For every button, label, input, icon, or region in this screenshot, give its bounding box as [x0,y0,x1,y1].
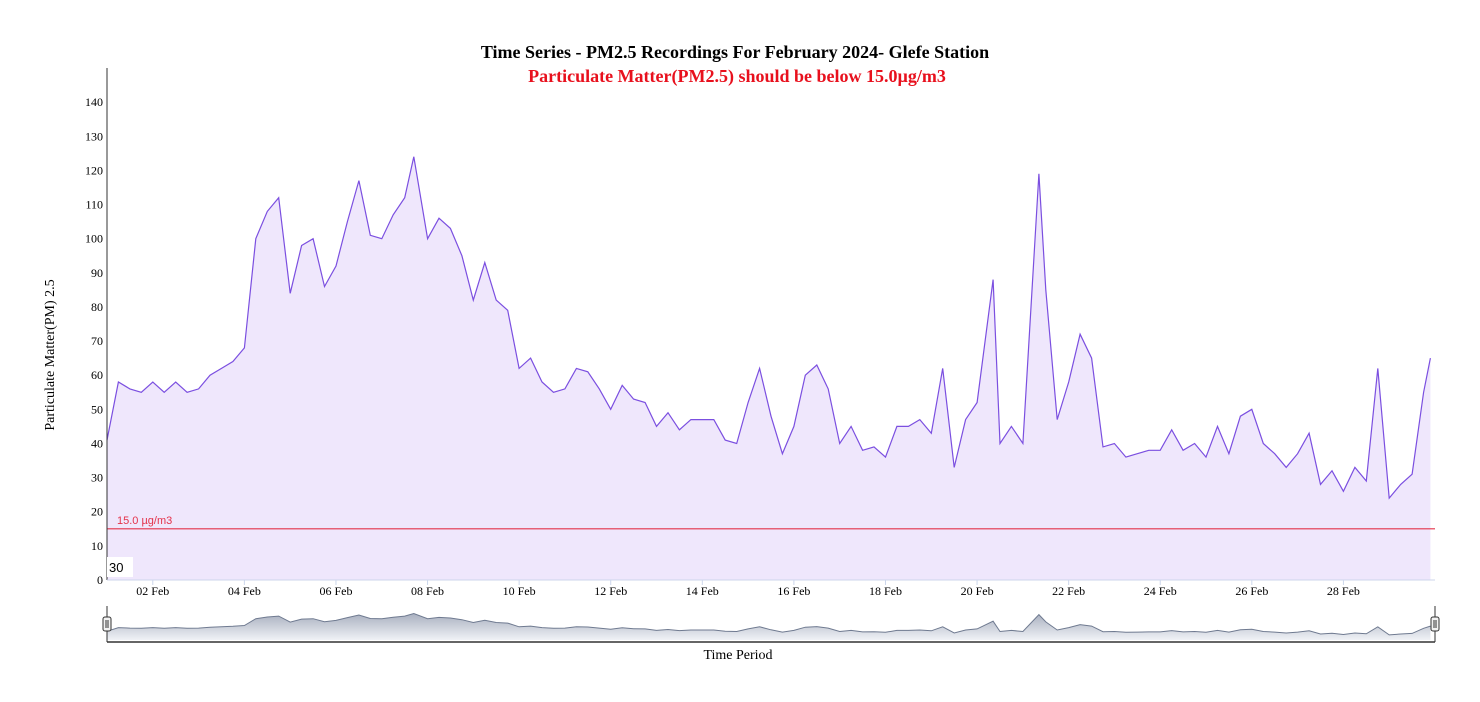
x-tick-label: 24 Feb [1144,584,1177,598]
y-tick-label: 60 [91,368,103,382]
y-tick-label: 20 [91,505,103,519]
y-tick-label: 80 [91,300,103,314]
x-tick-label: 02 Feb [136,584,169,598]
y-tick-label: 0 [97,573,103,587]
x-axis-label: Time Period [703,648,772,663]
navigator-line [106,612,1431,636]
x-tick-label: 10 Feb [503,584,536,598]
x-tick-label: 14 Feb [686,584,719,598]
x-tick-label: 26 Feb [1235,584,1268,598]
x-tick-label: 28 Feb [1327,584,1360,598]
y-tick-label: 120 [85,163,103,177]
y-tick-label: 70 [91,334,103,348]
range-badge-text: 30 [109,560,123,575]
navigator-handle[interactable] [1430,616,1440,632]
navigator-handle[interactable] [102,616,112,632]
y-tick-label: 40 [91,436,103,450]
series-line [106,156,1431,500]
y-tick-label: 90 [91,266,103,280]
chart-title: Time Series - PM2.5 Recordings For Febru… [481,42,989,62]
x-tick-label: 18 Feb [869,584,902,598]
navigator-area [107,613,1431,640]
y-tick-label: 100 [85,232,103,246]
x-tick-label: 22 Feb [1052,584,1085,598]
area-fill [107,156,1431,580]
x-tick-label: 06 Feb [319,584,352,598]
chart-subtitle: Particulate Matter(PM2.5) should be belo… [528,66,946,87]
x-tick-label: 08 Feb [411,584,444,598]
y-tick-label: 50 [91,402,103,416]
y-tick-label: 130 [85,129,103,143]
range-badge [107,557,133,577]
y-axis-label: Particulate Matter(PM) 2.5 [43,279,58,430]
x-tick-label: 12 Feb [594,584,627,598]
y-tick-label: 110 [85,198,103,212]
x-tick-label: 20 Feb [961,584,994,598]
x-tick-label: 04 Feb [228,584,261,598]
y-tick-label: 140 [85,95,103,109]
x-tick-label: 16 Feb [777,584,810,598]
threshold-label: 15.0 µg/m3 [117,515,172,527]
y-tick-label: 30 [91,471,103,485]
y-tick-label: 10 [91,539,103,553]
